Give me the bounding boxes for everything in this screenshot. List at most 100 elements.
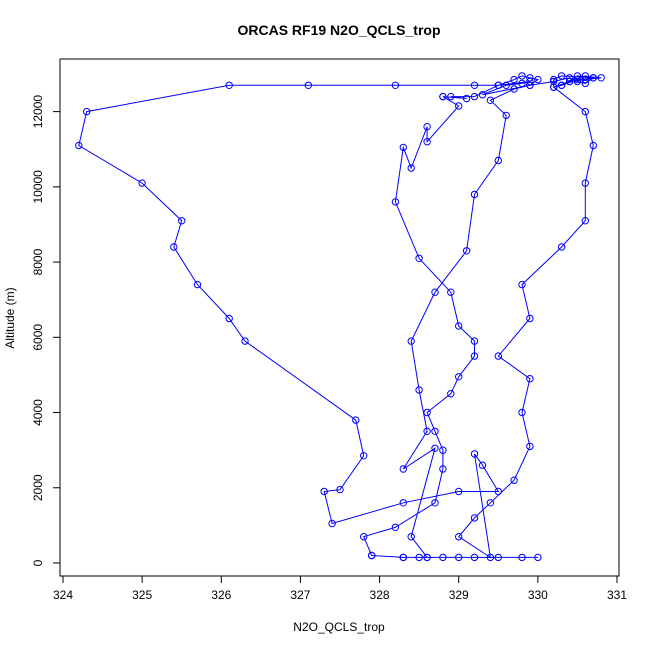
data-point <box>439 553 447 562</box>
x-tick-label: 329 <box>449 588 469 602</box>
data-point <box>581 72 589 80</box>
data-point <box>75 141 83 150</box>
data-point <box>352 416 360 424</box>
data-point <box>581 217 589 225</box>
data-point <box>470 92 479 101</box>
y-tick-label: 10000 <box>31 170 45 204</box>
data-point <box>304 81 312 90</box>
data-point <box>526 74 534 82</box>
data-point <box>494 156 502 165</box>
data-point <box>478 91 487 99</box>
x-axis: 324 325 326 327 328 329 330 331 <box>53 575 627 602</box>
data-point <box>581 75 589 84</box>
y-tick-label: 4000 <box>31 399 45 426</box>
data-point <box>391 81 400 90</box>
x-tick-label: 330 <box>528 588 548 602</box>
data-point <box>225 81 233 90</box>
data-point <box>241 337 249 345</box>
data-point <box>470 450 479 458</box>
x-tick-label: 331 <box>607 588 627 602</box>
data-point <box>431 427 439 435</box>
data-point <box>328 519 336 528</box>
data-point <box>462 94 471 103</box>
data-point <box>439 92 447 101</box>
data-point <box>550 77 558 86</box>
data-point <box>138 179 146 187</box>
x-tick-label: 326 <box>211 588 231 602</box>
x-tick-label: 325 <box>132 588 152 602</box>
data-point <box>565 77 574 86</box>
data-point <box>439 465 447 473</box>
data-point <box>518 79 526 88</box>
y-tick-label: 12000 <box>31 95 45 129</box>
data-point <box>557 243 566 251</box>
data-point <box>470 337 479 345</box>
data-point <box>455 322 463 330</box>
data-point <box>462 247 471 255</box>
data-point <box>447 92 455 101</box>
data-point <box>518 72 526 80</box>
y-axis-label: Altitude (m) <box>3 287 17 348</box>
data-point <box>518 280 526 289</box>
data-point <box>407 533 415 541</box>
data-point <box>470 553 479 562</box>
data-point <box>431 288 439 296</box>
chart-title: ORCAS RF19 N2O_QCLS_trop <box>237 22 440 38</box>
series-line <box>78 75 602 559</box>
y-tick-label: 6000 <box>31 324 45 351</box>
data-point <box>399 553 407 562</box>
x-tick-label: 324 <box>53 588 73 602</box>
data-point <box>368 551 376 560</box>
data-point <box>439 446 447 454</box>
data-point <box>518 408 526 417</box>
data-point <box>170 243 178 251</box>
data-point <box>470 190 479 199</box>
y-axis: 0 2000 4000 6000 8000 10000 12000 <box>31 95 61 566</box>
data-point <box>573 75 582 84</box>
data-point <box>557 81 566 90</box>
data-point <box>494 487 502 496</box>
x-tick-label: 328 <box>370 588 390 602</box>
data-point <box>336 485 344 494</box>
data-point <box>83 107 91 116</box>
data-point <box>391 198 400 206</box>
data-point <box>455 553 463 562</box>
data-point <box>581 79 589 88</box>
data-point <box>502 81 510 90</box>
data-point <box>360 452 368 460</box>
data-point <box>526 81 534 90</box>
data-point <box>502 111 510 120</box>
data-point <box>391 523 400 531</box>
data-point <box>494 553 502 562</box>
data-point <box>423 123 431 131</box>
data-point <box>399 143 407 152</box>
data-point <box>550 75 558 84</box>
data-point <box>510 75 518 84</box>
data-point <box>447 288 455 296</box>
data-point <box>399 465 407 473</box>
data-point <box>423 138 431 146</box>
data-point <box>526 77 534 86</box>
data-point <box>589 141 597 150</box>
data-point <box>494 81 502 90</box>
data-point <box>470 514 479 522</box>
data-point <box>360 533 368 541</box>
data-point <box>486 96 495 105</box>
x-axis-label: N2O_QCLS_trop <box>293 620 385 634</box>
data-point <box>518 553 526 562</box>
data-point <box>510 476 518 484</box>
data-point <box>526 314 534 323</box>
data-point <box>415 254 423 262</box>
data-point <box>431 444 439 452</box>
data-point <box>534 75 542 84</box>
data-point <box>225 314 233 323</box>
data-point <box>526 442 534 451</box>
data-point <box>455 373 463 381</box>
data-point <box>407 337 415 345</box>
data-point <box>486 499 495 507</box>
data-point <box>320 487 328 496</box>
y-tick-label: 8000 <box>31 248 45 275</box>
plot-frame <box>59 58 620 577</box>
data-point <box>431 499 439 507</box>
